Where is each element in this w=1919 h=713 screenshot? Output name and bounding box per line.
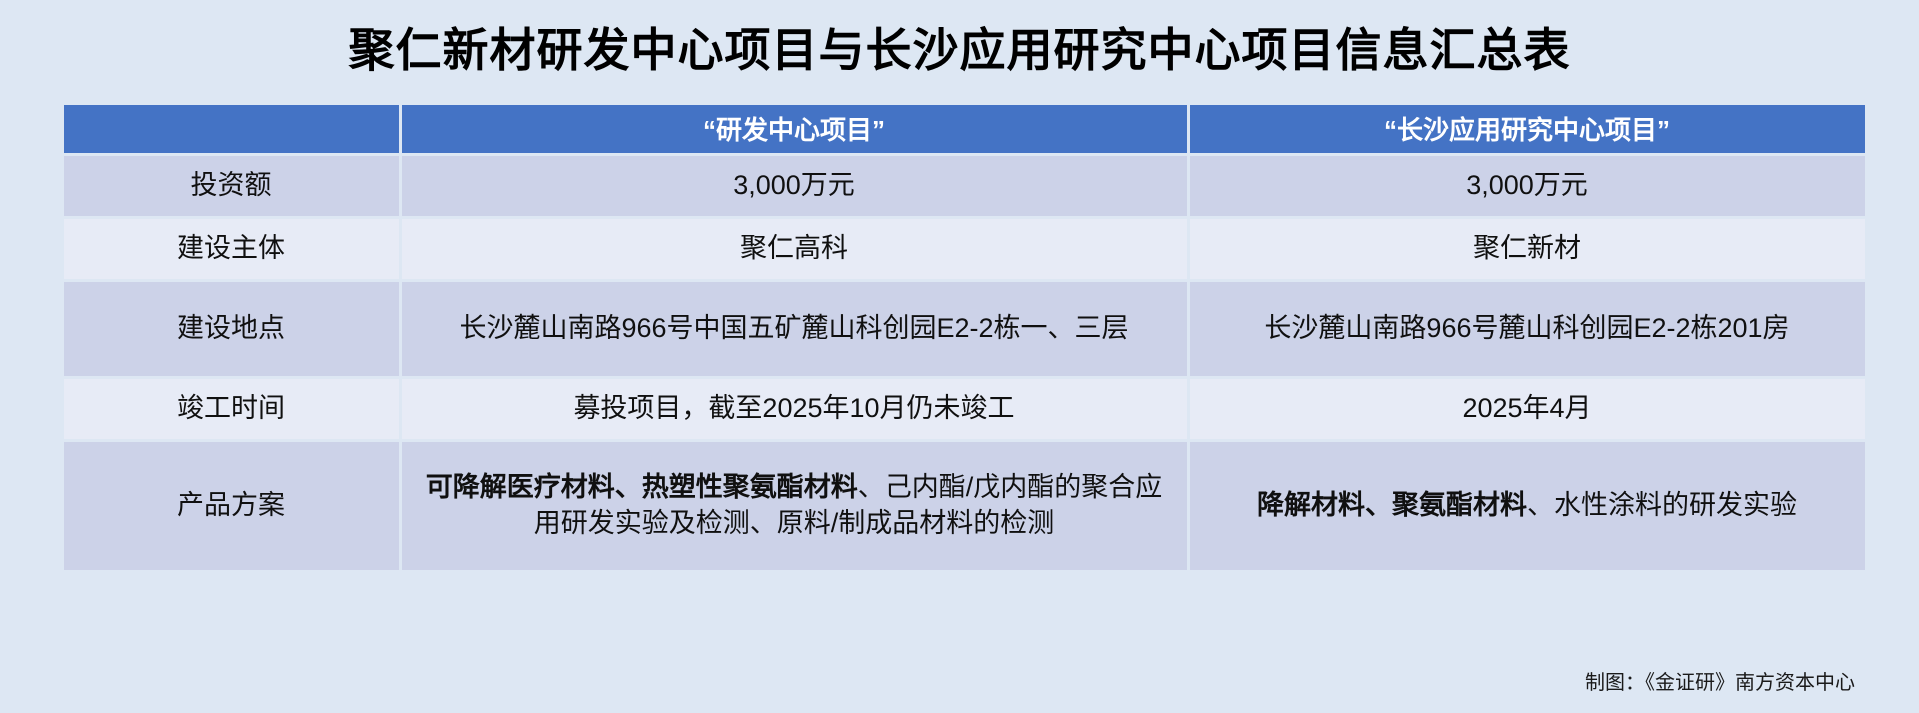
table-body: 投资额 3,000万元 3,000万元 建设主体 聚仁高科 聚仁新材 建设地点 … xyxy=(63,155,1865,570)
table-row-completion: 竣工时间 募投项目，截至2025年10月仍未竣工 2025年4月 xyxy=(63,378,1865,439)
row-label-completion: 竣工时间 xyxy=(63,378,399,439)
header-cell-rd-center: “研发中心项目” xyxy=(401,104,1187,153)
table-header-row: “研发中心项目” “长沙应用研究中心项目” xyxy=(63,104,1865,153)
table-row-investment: 投资额 3,000万元 3,000万元 xyxy=(63,155,1865,216)
cell-entity-rd-center: 聚仁高科 xyxy=(401,218,1187,279)
header-cell-item xyxy=(63,104,399,153)
cell-product-changsha-center-highlight: 降解材料、聚氨酯材料 xyxy=(1257,489,1527,520)
header-cell-changsha-center: “长沙应用研究中心项目” xyxy=(1189,104,1865,153)
table-row-entity: 建设主体 聚仁高科 聚仁新材 xyxy=(63,218,1865,279)
row-label-investment: 投资额 xyxy=(63,155,399,216)
chart-credit: 制图：《金证研》南方资本中心 xyxy=(1585,672,1855,694)
cell-product-rd-center: 可降解医疗材料、热塑性聚氨酯材料、己内酯/戊内酯的聚合应用研发实验及检测、原料/… xyxy=(401,441,1187,570)
table-header: “研发中心项目” “长沙应用研究中心项目” xyxy=(63,104,1865,153)
cell-product-changsha-center-rest: 、水性涂料的研发实验 xyxy=(1527,489,1797,520)
cell-completion-rd-center: 募投项目，截至2025年10月仍未竣工 xyxy=(401,378,1187,439)
cell-investment-changsha-center: 3,000万元 xyxy=(1189,155,1865,216)
cell-location-changsha-center: 长沙麓山南路966号麓山科创园E2-2栋201房 xyxy=(1189,281,1865,376)
cell-investment-rd-center: 3,000万元 xyxy=(401,155,1187,216)
project-info-table: “研发中心项目” “长沙应用研究中心项目” 投资额 3,000万元 3,000万… xyxy=(61,102,1868,573)
cell-product-rd-center-highlight: 可降解医疗材料、热塑性聚氨酯材料 xyxy=(425,472,858,503)
cell-completion-changsha-center: 2025年4月 xyxy=(1189,378,1865,439)
page-title: 聚仁新材研发中心项目与长沙应用研究中心项目信息汇总表 xyxy=(348,24,1571,76)
row-label-entity: 建设主体 xyxy=(63,218,399,279)
row-label-product: 产品方案 xyxy=(63,441,399,570)
cell-entity-changsha-center: 聚仁新材 xyxy=(1189,218,1865,279)
table-row-location: 建设地点 长沙麓山南路966号中国五矿麓山科创园E2-2栋一、三层 长沙麓山南路… xyxy=(63,281,1865,376)
table-container: “研发中心项目” “长沙应用研究中心项目” 投资额 3,000万元 3,000万… xyxy=(61,102,1865,573)
cell-product-rd-center-rest: 、己内酯/戊内酯的聚合应用研发实验及检测、原料/制成品材料的检测 xyxy=(533,472,1163,538)
row-label-location: 建设地点 xyxy=(63,281,399,376)
cell-product-changsha-center: 降解材料、聚氨酯材料、水性涂料的研发实验 xyxy=(1189,441,1865,570)
cell-location-rd-center: 长沙麓山南路966号中国五矿麓山科创园E2-2栋一、三层 xyxy=(401,281,1187,376)
table-row-product: 产品方案 可降解医疗材料、热塑性聚氨酯材料、己内酯/戊内酯的聚合应用研发实验及检… xyxy=(63,441,1865,570)
